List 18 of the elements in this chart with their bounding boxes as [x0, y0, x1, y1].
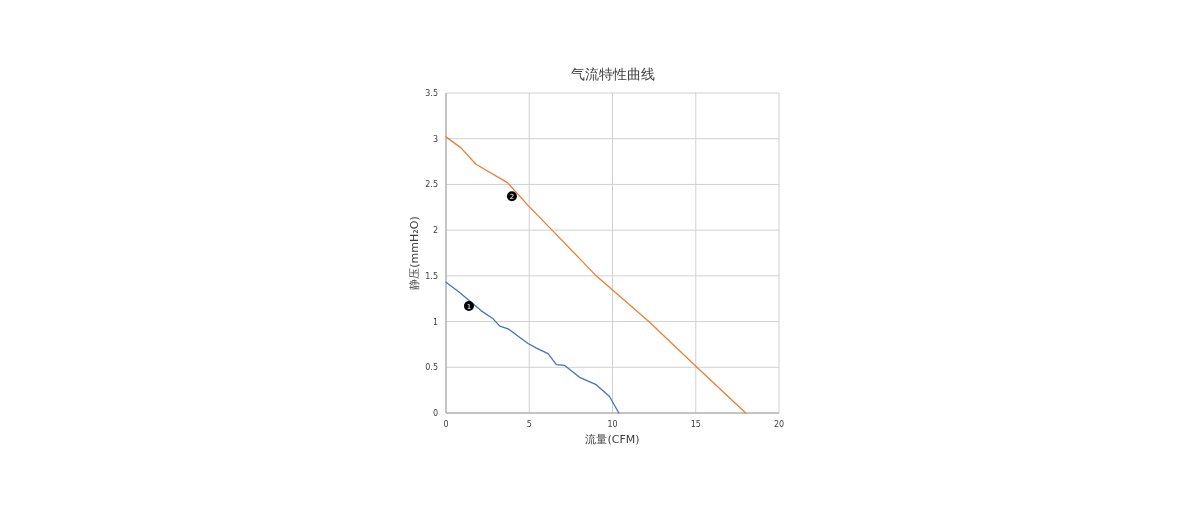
y-tick-label: 2 [432, 226, 438, 236]
x-axis-title: 流量(CFM) [585, 433, 640, 446]
line-series [445, 281, 620, 414]
x-tick-label: 10 [607, 420, 618, 429]
x-tick-label: 5 [526, 420, 532, 429]
y-tick-label: 3 [432, 134, 438, 144]
y-tick-label: 0.5 [425, 363, 438, 373]
y-tick-label: 2.5 [425, 180, 438, 190]
y-tick-label: 0 [432, 409, 438, 418]
chart-title: 气流特性曲线 [570, 66, 655, 82]
line-series [445, 136, 747, 414]
y-tick-label: 3.5 [425, 89, 438, 98]
x-tick-label: 15 [690, 420, 701, 429]
y-tick-label: 1.5 [425, 271, 438, 281]
y-axis-title: 静压(mmH₂O) [408, 216, 421, 290]
y-tick-label: 1 [432, 317, 438, 327]
x-tick-label: 0 [443, 420, 449, 429]
x-tick-label: 20 [773, 420, 785, 429]
